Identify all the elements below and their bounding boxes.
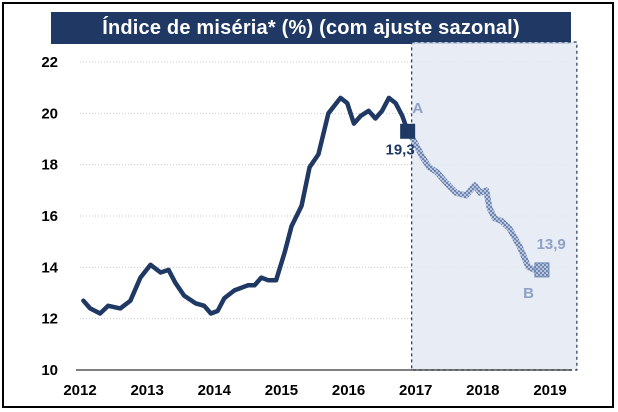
chart-title: Índice de miséria* (%) (com ajuste sazon…: [102, 17, 520, 39]
endpoint-marker: [400, 123, 416, 139]
x-tick-label: 2018: [466, 382, 499, 399]
x-tick-label: 2014: [198, 382, 232, 399]
x-tick-label: 2017: [399, 382, 432, 399]
x-tick-label: 2015: [265, 382, 298, 399]
annotation-label: B: [523, 285, 534, 302]
series-line-2: [404, 128, 545, 273]
endpoint-marker: [534, 262, 550, 278]
highlight-region: [411, 41, 578, 371]
y-tick-label: 14: [41, 259, 58, 276]
x-tick-label: 2012: [63, 382, 96, 399]
x-tick-label: 2016: [332, 382, 365, 399]
annotation-label: 19,3: [386, 141, 415, 158]
y-tick-label: 20: [41, 105, 58, 122]
series-line-1: [81, 95, 410, 316]
y-tick-label: 16: [41, 208, 58, 225]
y-tick-label: 12: [41, 311, 58, 328]
y-tick-label: 10: [41, 362, 58, 379]
y-tick-label: 18: [41, 157, 58, 174]
annotation-label: 13,9: [537, 236, 566, 253]
y-tick-label: 22: [41, 54, 58, 71]
x-tick-label: 2019: [533, 382, 566, 399]
x-tick-label: 2013: [130, 382, 163, 399]
chart-title-bar: Índice de miséria* (%) (com ajuste sazon…: [51, 12, 571, 44]
annotation-label: A: [412, 100, 423, 117]
